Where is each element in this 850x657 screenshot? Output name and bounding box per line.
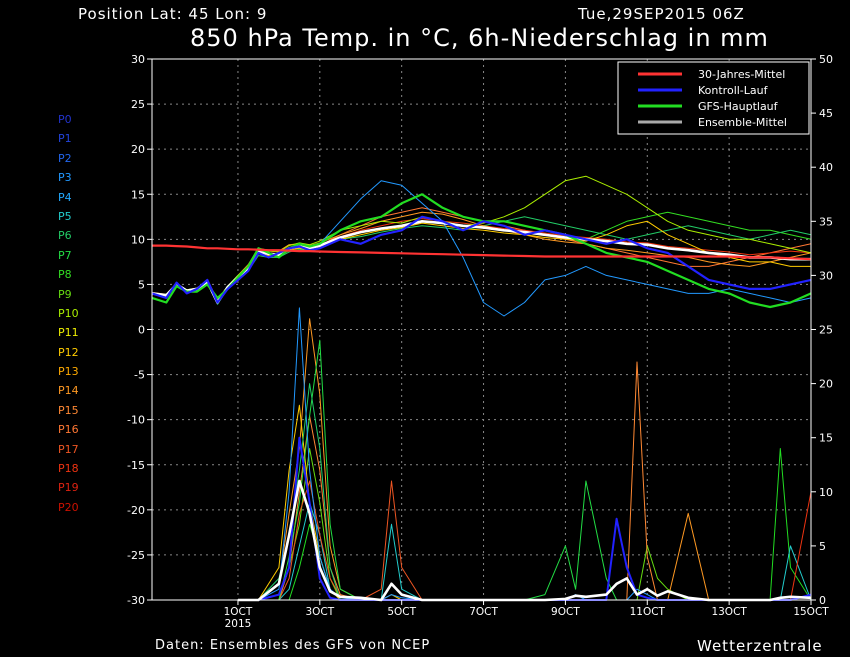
- y-right-tick-label: 5: [819, 540, 826, 553]
- temperature-line: [151, 175, 812, 302]
- member-label: P2: [58, 151, 72, 165]
- legend-label: Ensemble-Mittel: [698, 116, 787, 129]
- y-axis-left: 30 25 20 15 10 5 0 -5 -10 -15 -20 -25 -30: [127, 53, 152, 607]
- member-label: P16: [58, 423, 79, 437]
- member-label: P15: [58, 403, 79, 417]
- y-left-tick-label: -10: [127, 414, 145, 427]
- member-label: P18: [58, 462, 79, 476]
- plot-frame: [151, 58, 812, 601]
- temperature-series: [151, 175, 812, 317]
- y-right-tick-label: 30: [819, 269, 833, 282]
- x-tick-label: 5OCT: [387, 606, 416, 618]
- legend: 30-Jahres-Mittel Kontroll-Lauf GFS-Hauptla…: [617, 61, 810, 135]
- brand-label: Wetterzentrale: [697, 637, 823, 655]
- y-left-tick-label: -30: [127, 594, 145, 607]
- member-label: P13: [58, 365, 79, 379]
- chart-title: 850 hPa Temp. in °C, 6h-Niederschlag in …: [190, 24, 769, 52]
- y-right-tick-label: 40: [819, 161, 833, 174]
- x-tick-label: 3OCT: [305, 606, 334, 618]
- member-label: P5: [58, 209, 72, 223]
- y-left-tick-label: 15: [131, 188, 145, 201]
- y-right-tick-label: 20: [819, 378, 833, 391]
- y-right-tick-label: 50: [819, 53, 833, 66]
- y-left-tick-label: 25: [131, 98, 145, 111]
- run-datetime: Tue,29SEP2015 06Z: [578, 5, 745, 23]
- x-tick-label: 7OCT: [469, 606, 498, 618]
- y-right-tick-label: 45: [819, 107, 833, 120]
- member-label: P14: [58, 384, 79, 398]
- position-label: Position Lat: 45 Lon: 9: [78, 5, 268, 23]
- legend-label: GFS-Hauptlauf: [698, 100, 779, 113]
- member-label: P6: [58, 229, 72, 243]
- member-label: P4: [58, 190, 72, 204]
- member-label: P3: [58, 171, 72, 185]
- y-left-tick-label: 20: [131, 143, 145, 156]
- member-label: P7: [58, 248, 72, 262]
- y-right-tick-label: 15: [819, 432, 833, 445]
- member-label: P17: [58, 442, 79, 456]
- data-source: Daten: Ensembles des GFS von NCEP: [155, 638, 431, 653]
- member-label: P9: [58, 287, 72, 301]
- y-left-tick-label: 0: [138, 324, 145, 337]
- y-left-tick-label: -15: [127, 459, 145, 472]
- x-tick-label: 11OCT: [630, 606, 666, 618]
- ensemble-member-list: P0 P1 P2 P3 P4 P5 P6 P7 P8 P9 P10 P11 P12 P13 P14 P15 P1…: [58, 110, 79, 517]
- y-right-tick-label: 0: [819, 594, 826, 607]
- member-label: P12: [58, 345, 79, 359]
- x-tick-label: 15OCT: [793, 606, 829, 618]
- y-left-tick-label: 10: [131, 233, 145, 246]
- x-tick-label: 9OCT: [551, 606, 580, 618]
- precip-line: [238, 361, 811, 601]
- y-left-tick-label: 5: [138, 278, 145, 291]
- member-label: P1: [58, 132, 72, 146]
- x-tick-label: 13OCT: [711, 606, 747, 618]
- member-label: P19: [58, 481, 79, 495]
- member-label: P0: [58, 113, 72, 126]
- precip-series: [238, 307, 812, 602]
- y-right-tick-label: 35: [819, 215, 833, 228]
- member-label: P8: [58, 268, 72, 282]
- y-left-tick-label: -20: [127, 504, 145, 517]
- grid: [152, 58, 812, 601]
- y-left-tick-label: -25: [127, 549, 145, 562]
- x-tick-label: 1OCT: [224, 606, 253, 618]
- legend-label: Kontroll-Lauf: [698, 84, 769, 97]
- member-label: P20: [58, 500, 79, 514]
- x-year-label: 2015: [225, 618, 252, 630]
- temperature-line: [152, 244, 812, 261]
- member-label: P11: [58, 326, 79, 340]
- legend-label: 30-Jahres-Mittel: [698, 68, 785, 81]
- y-right-tick-label: 25: [819, 324, 833, 337]
- member-label: P10: [58, 306, 79, 320]
- precip-line: [238, 339, 811, 601]
- y-right-tick-label: 10: [819, 486, 833, 499]
- y-left-tick-label: -5: [134, 369, 145, 382]
- y-left-tick-label: 30: [131, 53, 145, 66]
